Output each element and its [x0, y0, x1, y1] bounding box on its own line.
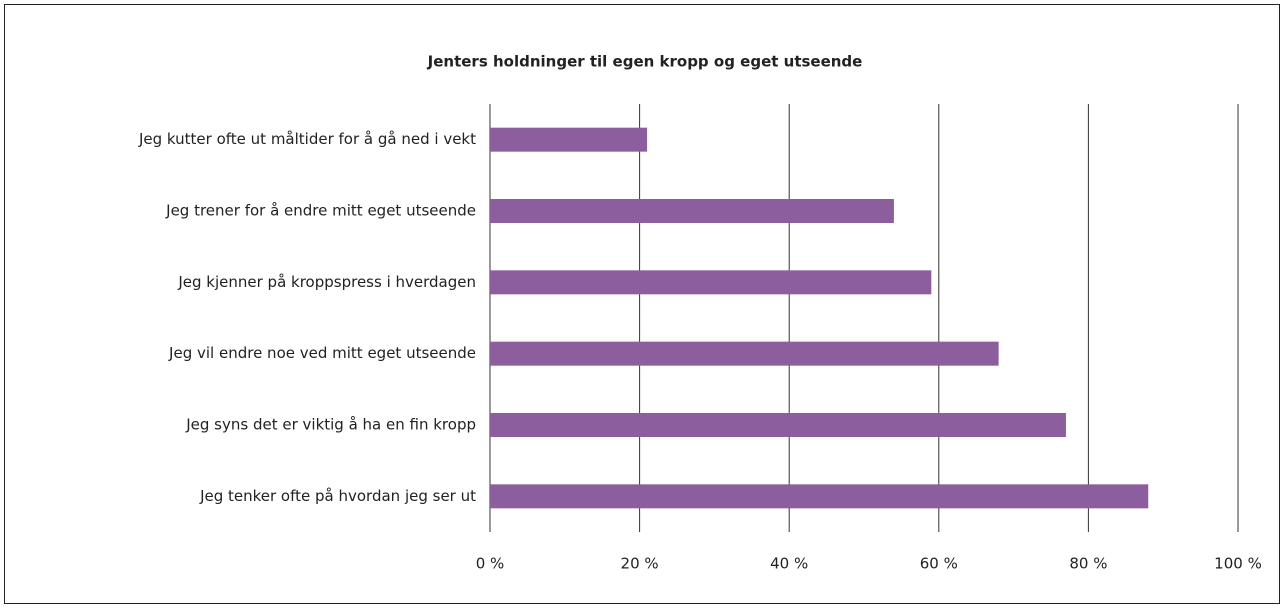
- y-tick-label: Jeg kjenner på kroppspress i hverdagen: [177, 273, 476, 291]
- bar: [490, 127, 648, 152]
- x-tick-label: 0 %: [476, 555, 505, 573]
- chart-title: Jenters holdninger til egen kropp og ege…: [427, 53, 863, 71]
- x-tick-label: 100 %: [1214, 555, 1262, 573]
- bar: [490, 413, 1066, 437]
- y-tick-label: Jeg syns det er viktig å ha en fin kropp: [185, 416, 476, 434]
- x-tick-label: 40 %: [770, 555, 808, 573]
- bar: [490, 484, 1149, 509]
- bar: [490, 199, 894, 223]
- y-tick-label: Jeg trener for å endre mitt eget utseend…: [165, 202, 476, 220]
- bar: [490, 341, 999, 366]
- y-tick-label: Jeg vil endre noe ved mitt eget utseende: [168, 344, 476, 362]
- x-tick-label: 60 %: [920, 555, 958, 573]
- x-tick-label: 80 %: [1069, 555, 1107, 573]
- x-tick-label: 20 %: [621, 555, 659, 573]
- y-tick-label: Jeg tenker ofte på hvordan jeg ser ut: [199, 487, 476, 505]
- y-tick-label: Jeg kutter ofte ut måltider for å gå ned…: [138, 130, 476, 148]
- bar: [490, 270, 932, 295]
